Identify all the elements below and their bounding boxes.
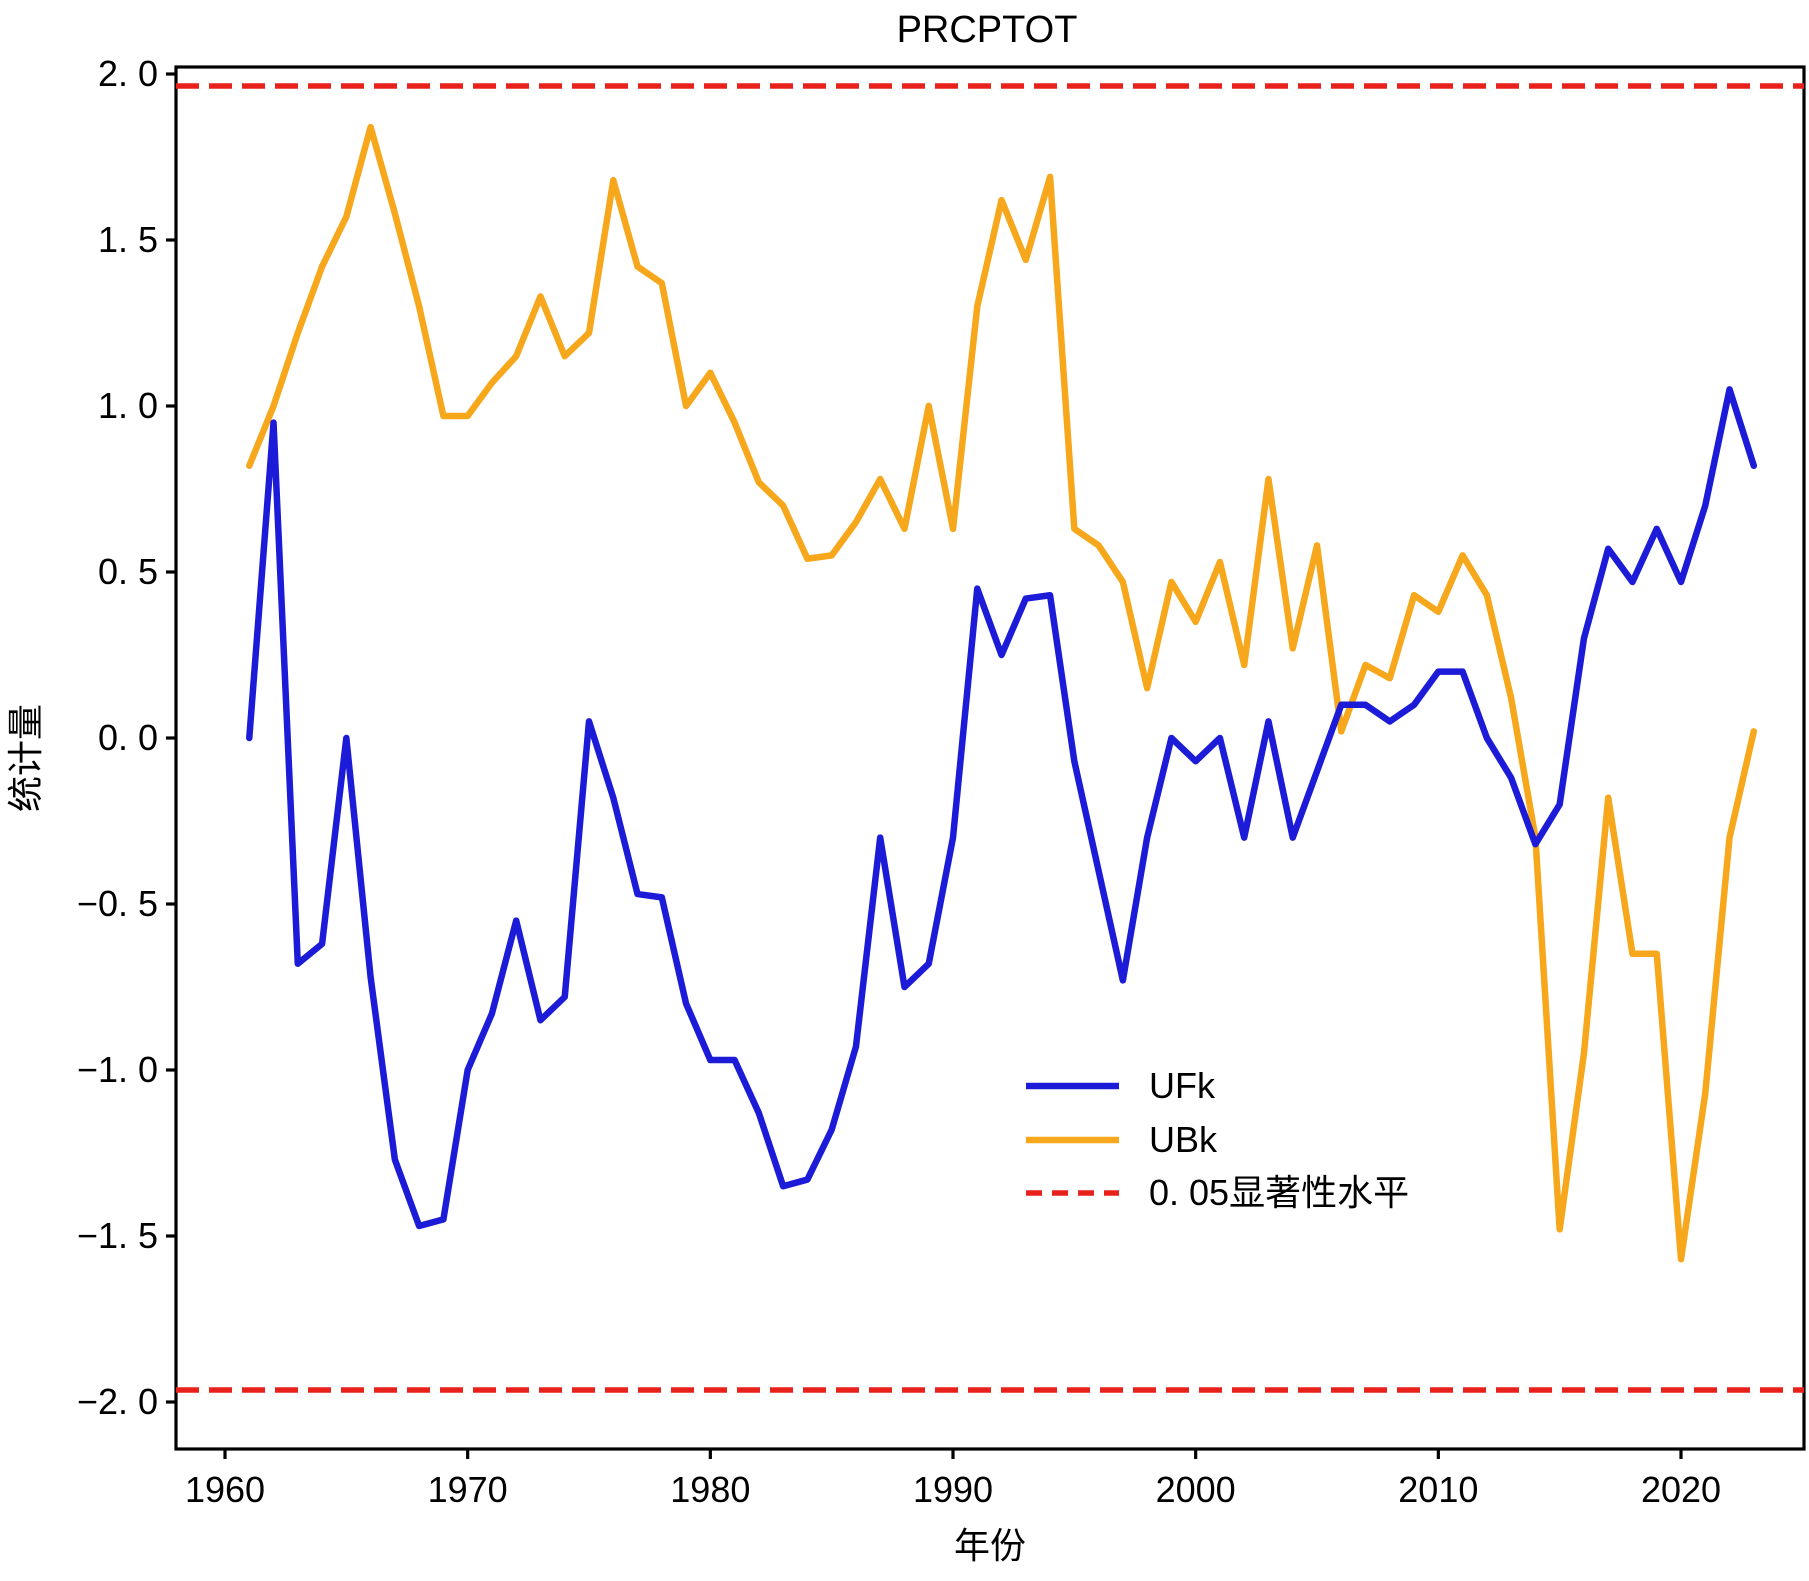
svg-text:1960: 1960 xyxy=(185,1469,265,1510)
svg-text:0. 0: 0. 0 xyxy=(98,717,158,758)
svg-text:0. 5: 0. 5 xyxy=(98,551,158,592)
svg-text:2000: 2000 xyxy=(1156,1469,1236,1510)
svg-text:2. 0: 2. 0 xyxy=(98,53,158,94)
svg-text:年份: 年份 xyxy=(954,1525,1026,1566)
svg-text:1970: 1970 xyxy=(428,1469,508,1510)
svg-text:−2. 0: −2. 0 xyxy=(77,1381,158,1422)
svg-text:统计量: 统计量 xyxy=(5,704,46,812)
svg-text:2020: 2020 xyxy=(1641,1469,1721,1510)
svg-text:−1. 0: −1. 0 xyxy=(77,1049,158,1090)
svg-text:UBk: UBk xyxy=(1149,1119,1218,1160)
svg-text:1990: 1990 xyxy=(913,1469,993,1510)
svg-text:−1. 5: −1. 5 xyxy=(77,1215,158,1256)
svg-text:PRCPTOT: PRCPTOT xyxy=(897,9,1078,51)
svg-text:−0. 5: −0. 5 xyxy=(77,883,158,924)
svg-text:0. 05显著性水平: 0. 05显著性水平 xyxy=(1149,1172,1409,1213)
svg-text:1980: 1980 xyxy=(670,1469,750,1510)
svg-text:1. 5: 1. 5 xyxy=(98,219,158,260)
svg-text:2010: 2010 xyxy=(1398,1469,1478,1510)
svg-text:1. 0: 1. 0 xyxy=(98,385,158,426)
svg-text:UFk: UFk xyxy=(1149,1065,1216,1106)
